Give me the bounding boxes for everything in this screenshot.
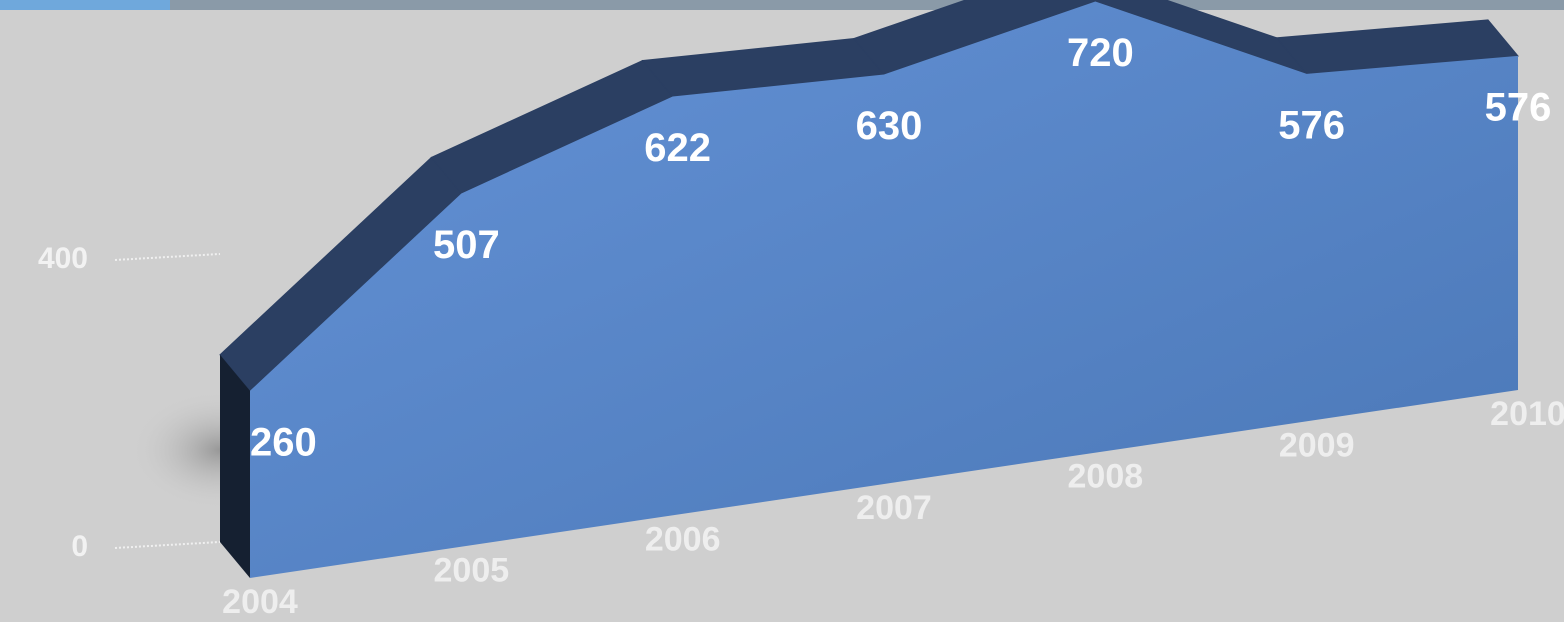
area [250, 1, 1518, 578]
value-label: 507 [433, 223, 500, 267]
x-tick-label: 2010 [1490, 395, 1564, 433]
x-tick-label: 2007 [856, 489, 932, 527]
value-label: 260 [250, 420, 317, 464]
area-top-face [1275, 19, 1519, 75]
y-tick-label: 400 [38, 242, 88, 275]
value-label: 720 [1067, 31, 1134, 75]
x-tick-label: 2005 [434, 552, 510, 590]
area-side-face [220, 354, 250, 578]
x-tick-label: 2004 [222, 583, 298, 621]
x-tick-label: 2008 [1068, 458, 1144, 496]
y-tick-label: 0 [71, 530, 88, 563]
value-label: 622 [644, 126, 711, 170]
grid-line [114, 541, 221, 549]
value-label: 576 [1278, 103, 1345, 147]
top-banner [0, 0, 1564, 10]
grid-line [114, 253, 221, 261]
value-label: 630 [856, 104, 923, 148]
value-label: 576 [1485, 85, 1552, 129]
x-tick-label: 2006 [645, 520, 721, 558]
top-banner-accent [0, 0, 170, 10]
x-tick-label: 2009 [1279, 426, 1355, 464]
